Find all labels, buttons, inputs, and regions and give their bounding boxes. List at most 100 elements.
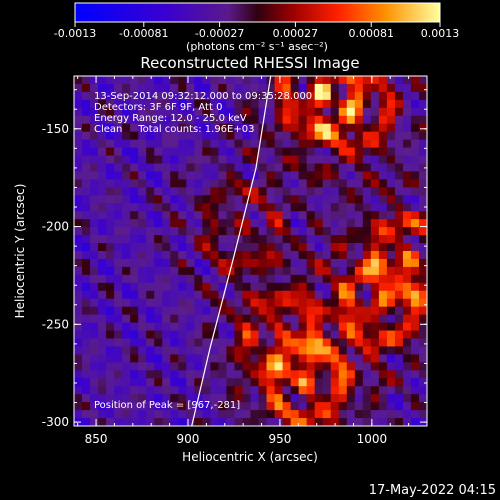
heatmap-cell (130, 354, 139, 363)
heatmap-cell (202, 251, 211, 260)
heatmap-cell (226, 314, 236, 324)
heatmap-cell (114, 386, 123, 395)
heatmap-cell (354, 370, 364, 379)
heatmap-cell (154, 123, 163, 133)
heatmap-cell (170, 402, 179, 411)
heatmap-cell (186, 362, 195, 371)
heatmap-cell (178, 330, 187, 340)
heatmap-cell (178, 338, 187, 348)
heatmap-cell (242, 235, 252, 244)
heatmap-cell (250, 346, 260, 355)
heatmap-cell (82, 306, 91, 316)
heatmap-cell (418, 171, 427, 180)
heatmap-cell (218, 219, 228, 228)
heatmap-cell (282, 139, 292, 149)
heatmap-cell (250, 251, 260, 260)
heatmap-cell (410, 274, 420, 284)
heatmap-cell (138, 203, 147, 212)
heatmap-cell (378, 99, 388, 109)
heatmap-cell (194, 274, 203, 284)
heatmap-cell (170, 282, 179, 292)
heatmap-cell (202, 99, 211, 109)
heatmap-cell (258, 274, 268, 284)
heatmap-cell (130, 298, 139, 308)
heatmap-cell (194, 410, 203, 419)
heatmap-cell (402, 203, 412, 212)
heatmap-cell (274, 139, 284, 149)
heatmap-cell (106, 330, 115, 340)
heatmap-cell (210, 354, 220, 363)
heatmap-cell (130, 338, 139, 348)
heatmap-cell (354, 410, 364, 419)
heatmap-cell (370, 418, 380, 426)
heatmap-cell (298, 251, 308, 260)
heatmap-cell (234, 123, 244, 133)
heatmap-cell (282, 235, 292, 244)
heatmap-cell (330, 338, 340, 348)
heatmap-cell (322, 211, 332, 220)
heatmap-cell (106, 219, 115, 228)
heatmap-cell (330, 107, 340, 117)
heatmap-cell (202, 386, 211, 395)
heatmap-cell (346, 107, 356, 117)
heatmap-cell (290, 314, 300, 324)
heatmap-cell (402, 290, 412, 300)
heatmap-cell (322, 258, 332, 268)
heatmap-cell (298, 266, 308, 276)
heatmap-cell (266, 346, 276, 355)
heatmap-cell (282, 346, 292, 355)
heatmap-cell (322, 219, 332, 228)
heatmap-cell (82, 155, 91, 165)
heatmap-cell (330, 195, 340, 204)
heatmap-cell (154, 83, 163, 93)
heatmap-cell (306, 298, 316, 308)
heatmap-cell (130, 243, 139, 252)
heatmap-cell (378, 330, 388, 340)
heatmap-cell (154, 362, 163, 371)
heatmap-cell (418, 91, 427, 101)
annotation-clean-counts: Clean Total counts: 1.96E+03 (94, 124, 254, 135)
heatmap-cell (298, 418, 308, 426)
heatmap-cell (178, 314, 187, 324)
heatmap-cell (74, 139, 83, 149)
heatmap-cell (106, 195, 115, 204)
heatmap-cell (338, 346, 348, 355)
heatmap-cell (242, 163, 252, 173)
heatmap-cell (162, 131, 171, 141)
heatmap-cell (218, 107, 228, 117)
heatmap-cell (242, 386, 252, 395)
heatmap-cell (90, 195, 99, 204)
heatmap-cell (330, 386, 340, 395)
heatmap-cell (98, 91, 107, 101)
heatmap-cell (90, 266, 99, 276)
heatmap-cell (266, 115, 276, 125)
heatmap-cell (202, 227, 211, 236)
heatmap-cell (90, 282, 99, 292)
heatmap-cell (186, 147, 195, 157)
heatmap-cell (346, 362, 356, 371)
heatmap-cell (138, 386, 147, 395)
heatmap-cell (378, 179, 388, 188)
heatmap-cell (210, 378, 220, 387)
heatmap-cell (418, 83, 427, 93)
heatmap-cell (122, 394, 131, 403)
heatmap-cell (266, 179, 276, 188)
heatmap-cell (186, 346, 195, 355)
heatmap-cell (210, 227, 220, 236)
heatmap-cell (234, 115, 244, 125)
heatmap-cell (218, 76, 228, 85)
heatmap-cell (74, 346, 83, 355)
heatmap-cell (386, 282, 396, 292)
heatmap-cell (218, 251, 228, 260)
heatmap-cell (338, 155, 348, 165)
heatmap-cell (122, 410, 131, 419)
heatmap-cell (138, 195, 147, 204)
heatmap-cell (330, 187, 340, 196)
heatmap-cell (250, 131, 260, 141)
heatmap-cell (378, 131, 388, 141)
colorbar-tick-label: -0.00027 (195, 27, 244, 40)
heatmap-cell (218, 314, 228, 324)
heatmap-cell (394, 290, 404, 300)
heatmap-cell (386, 99, 396, 109)
heatmap-cell (306, 266, 316, 276)
